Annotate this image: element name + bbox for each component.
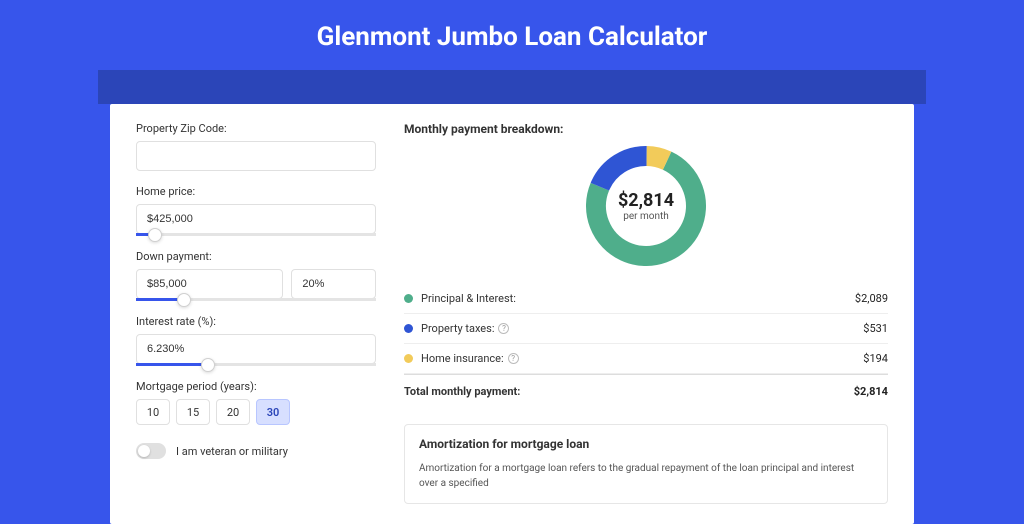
legend-principal: Principal & Interest: $2,089	[404, 284, 888, 314]
zip-group: Property Zip Code:	[136, 122, 376, 171]
breakdown-panel: Monthly payment breakdown: $2,814 per mo…	[404, 122, 888, 524]
donut-chart: $2,814 per month	[404, 146, 888, 266]
veteran-label: I am veteran or military	[176, 445, 288, 458]
dot-icon	[404, 294, 413, 303]
interest-slider-thumb[interactable]	[201, 358, 215, 372]
legend-label-text: Principal & Interest:	[421, 292, 516, 305]
down-payment-slider-thumb[interactable]	[177, 293, 191, 307]
down-payment-label: Down payment:	[136, 250, 376, 263]
zip-input[interactable]	[136, 141, 376, 171]
period-group: Mortgage period (years): 10 15 20 30	[136, 380, 376, 425]
period-option-20[interactable]: 20	[216, 399, 250, 425]
donut-amount: $2,814	[618, 190, 674, 211]
down-payment-pct-input[interactable]	[291, 269, 376, 299]
legend-taxes: Property taxes: ? $531	[404, 314, 888, 344]
home-price-group: Home price:	[136, 185, 376, 236]
legend-label-text: Home insurance:	[421, 352, 504, 365]
down-payment-amount-input[interactable]	[136, 269, 283, 299]
interest-input[interactable]	[136, 334, 376, 364]
legend-value: $2,089	[855, 292, 888, 305]
zip-label: Property Zip Code:	[136, 122, 376, 135]
legend-label: Property taxes: ?	[421, 322, 863, 335]
home-price-slider[interactable]	[136, 233, 376, 236]
dot-icon	[404, 324, 413, 333]
down-payment-group: Down payment:	[136, 250, 376, 301]
veteran-toggle[interactable]	[136, 443, 166, 459]
period-options: 10 15 20 30	[136, 399, 376, 425]
legend-label-text: Property taxes:	[421, 322, 494, 335]
dot-icon	[404, 354, 413, 363]
interest-label: Interest rate (%):	[136, 315, 376, 328]
period-option-30[interactable]: 30	[256, 399, 290, 425]
legend-label: Home insurance: ?	[421, 352, 863, 365]
breakdown-title: Monthly payment breakdown:	[404, 122, 888, 136]
calculator-card: Property Zip Code: Home price: Down paym…	[110, 104, 914, 524]
interest-slider[interactable]	[136, 363, 376, 366]
home-price-input[interactable]	[136, 204, 376, 234]
period-option-15[interactable]: 15	[176, 399, 210, 425]
total-label: Total monthly payment:	[404, 385, 854, 398]
total-value: $2,814	[854, 385, 888, 398]
donut-center: $2,814 per month	[618, 190, 674, 222]
info-icon[interactable]: ?	[508, 353, 519, 364]
period-option-10[interactable]: 10	[136, 399, 170, 425]
legend-total: Total monthly payment: $2,814	[404, 374, 888, 406]
header-banner	[98, 70, 926, 104]
legend-value: $531	[863, 322, 888, 335]
home-price-slider-thumb[interactable]	[148, 228, 162, 242]
interest-slider-fill	[136, 363, 208, 366]
home-price-label: Home price:	[136, 185, 376, 198]
amortization-title: Amortization for mortgage loan	[419, 437, 873, 451]
legend-insurance: Home insurance: ? $194	[404, 344, 888, 374]
interest-group: Interest rate (%):	[136, 315, 376, 366]
form-panel: Property Zip Code: Home price: Down paym…	[136, 122, 376, 524]
veteran-row: I am veteran or military	[136, 443, 376, 459]
period-label: Mortgage period (years):	[136, 380, 376, 393]
page-title: Glenmont Jumbo Loan Calculator	[0, 0, 1024, 70]
legend-label: Principal & Interest:	[421, 292, 855, 305]
down-payment-slider[interactable]	[136, 298, 376, 301]
amortization-box: Amortization for mortgage loan Amortizat…	[404, 424, 888, 504]
info-icon[interactable]: ?	[498, 323, 509, 334]
donut-sub: per month	[618, 211, 674, 222]
amortization-text: Amortization for a mortgage loan refers …	[419, 461, 873, 491]
legend-value: $194	[863, 352, 888, 365]
